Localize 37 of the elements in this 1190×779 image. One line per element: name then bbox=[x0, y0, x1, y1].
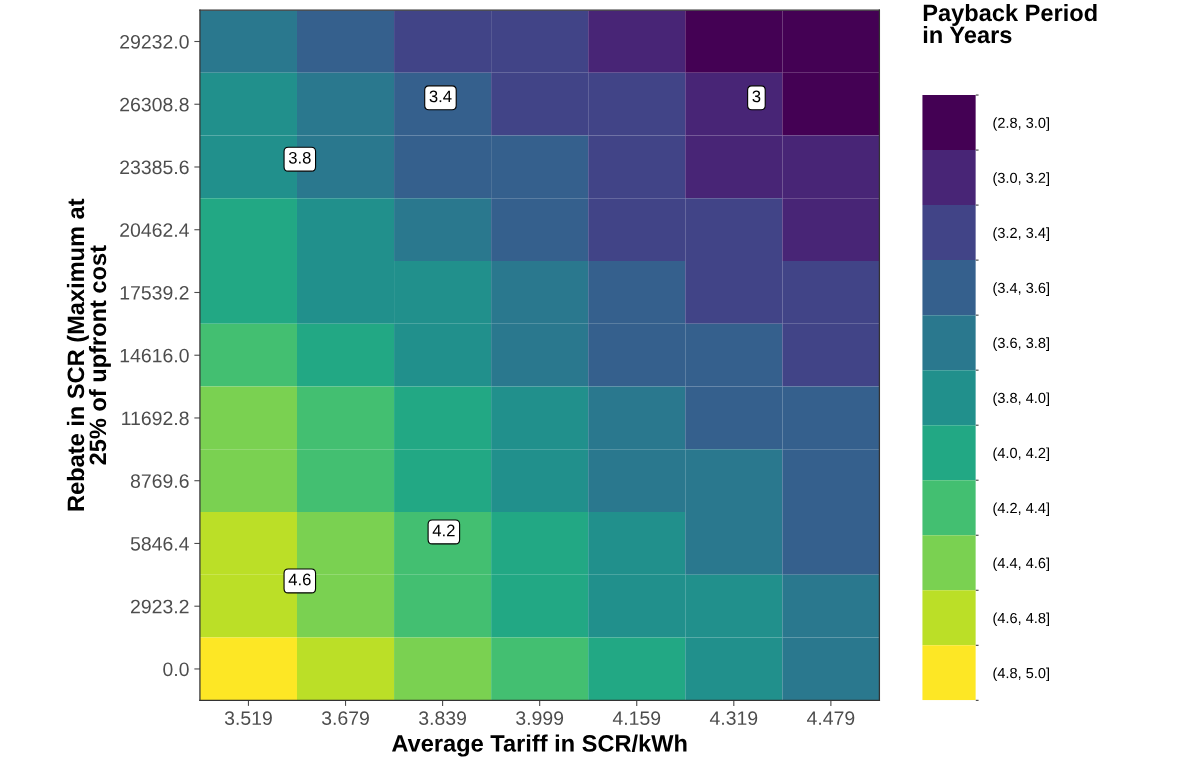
annotation: 4.6 bbox=[288, 573, 311, 586]
x-tick-label: 3.839 bbox=[419, 711, 467, 726]
color-bar-label: (3.2, 3.4] bbox=[993, 227, 1049, 241]
color-bar-label: (2.8, 3.0] bbox=[993, 117, 1049, 131]
color-bar-label: (4.8, 5.0] bbox=[993, 667, 1049, 682]
annotation: 3.8 bbox=[288, 151, 311, 164]
y-tick-label: 29232.0 bbox=[120, 34, 189, 49]
y-tick-label: 0.0 bbox=[163, 662, 189, 677]
x-tick-label: 4.159 bbox=[612, 711, 661, 726]
annotation: 4.2 bbox=[432, 524, 455, 537]
annotation: 3 bbox=[752, 90, 761, 103]
x-tick-label: 3.999 bbox=[516, 711, 564, 726]
y-tick-label: 14616.0 bbox=[120, 348, 189, 363]
y-tick-label: 20462.4 bbox=[120, 223, 189, 237]
y-tick-label: 26308.8 bbox=[120, 97, 189, 112]
x-tick-label: 3.679 bbox=[321, 711, 369, 726]
color-bar-label: (3.8, 4.0] bbox=[993, 392, 1049, 406]
annotation: 3.4 bbox=[429, 90, 452, 103]
color-bar-label: (4.2, 4.4] bbox=[993, 502, 1049, 517]
color-bar-label: (3.6, 3.8] bbox=[993, 337, 1049, 351]
y-tick-label: 8769.6 bbox=[130, 474, 189, 488]
y-tick-label: 11692.8 bbox=[122, 411, 189, 426]
y-tick-label: 2923.2 bbox=[131, 599, 189, 614]
x-tick-label: 3.519 bbox=[224, 711, 272, 726]
x-tick-label: 4.479 bbox=[806, 711, 855, 726]
color-bar-label: (4.4, 4.6] bbox=[993, 557, 1049, 572]
color-bar-label: (3.4, 3.6] bbox=[993, 282, 1049, 296]
x-axis-title: Average Tariff in SCR/kWh bbox=[392, 734, 687, 757]
legend-title: Payback Period in Years bbox=[923, 3, 1097, 44]
y-axis-title: Rebate in SCR (Maximum at 25% of upfront cost bbox=[66, 198, 111, 511]
color-bar-label: (4.6, 4.8] bbox=[993, 612, 1049, 627]
y-tick-label: 17539.2 bbox=[120, 285, 189, 300]
x-tick-label: 4.319 bbox=[709, 711, 758, 726]
y-tick-label: 5846.4 bbox=[130, 536, 189, 551]
y-tick-label: 23385.6 bbox=[120, 160, 189, 175]
color-bar-label: (4.0, 4.2] bbox=[993, 447, 1049, 462]
color-bar-label: (3.0, 3.2] bbox=[993, 172, 1049, 186]
